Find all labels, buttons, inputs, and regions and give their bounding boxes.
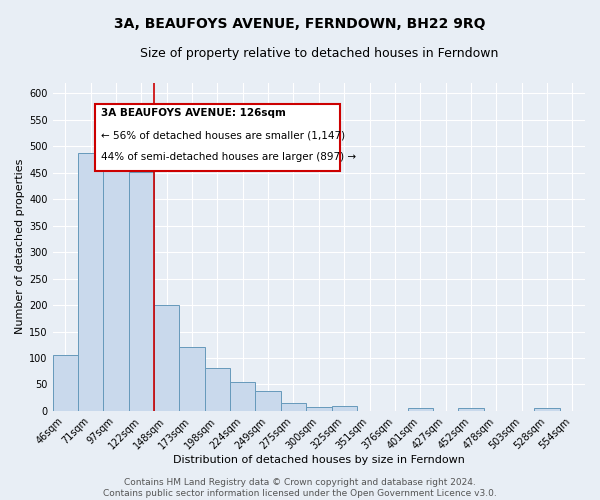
Bar — [205, 368, 230, 411]
Bar — [129, 172, 154, 411]
Bar — [407, 408, 433, 411]
Bar — [281, 403, 306, 411]
Text: 3A BEAUFOYS AVENUE: 126sqm: 3A BEAUFOYS AVENUE: 126sqm — [101, 108, 286, 118]
Bar — [256, 391, 281, 411]
Bar — [458, 408, 484, 411]
Bar — [230, 382, 256, 411]
Bar — [306, 406, 332, 411]
FancyBboxPatch shape — [95, 104, 340, 171]
X-axis label: Distribution of detached houses by size in Ferndown: Distribution of detached houses by size … — [173, 455, 465, 465]
Bar — [154, 305, 179, 411]
Bar — [53, 356, 78, 411]
Text: 44% of semi-detached houses are larger (897) →: 44% of semi-detached houses are larger (… — [101, 152, 356, 162]
Bar — [179, 348, 205, 411]
Bar — [103, 153, 129, 411]
Bar — [332, 406, 357, 411]
Bar — [78, 153, 103, 411]
Y-axis label: Number of detached properties: Number of detached properties — [15, 159, 25, 334]
Title: Size of property relative to detached houses in Ferndown: Size of property relative to detached ho… — [140, 48, 498, 60]
Text: 3A, BEAUFOYS AVENUE, FERNDOWN, BH22 9RQ: 3A, BEAUFOYS AVENUE, FERNDOWN, BH22 9RQ — [114, 18, 486, 32]
Text: Contains HM Land Registry data © Crown copyright and database right 2024.
Contai: Contains HM Land Registry data © Crown c… — [103, 478, 497, 498]
Bar — [535, 408, 560, 411]
Text: ← 56% of detached houses are smaller (1,147): ← 56% of detached houses are smaller (1,… — [101, 130, 344, 140]
